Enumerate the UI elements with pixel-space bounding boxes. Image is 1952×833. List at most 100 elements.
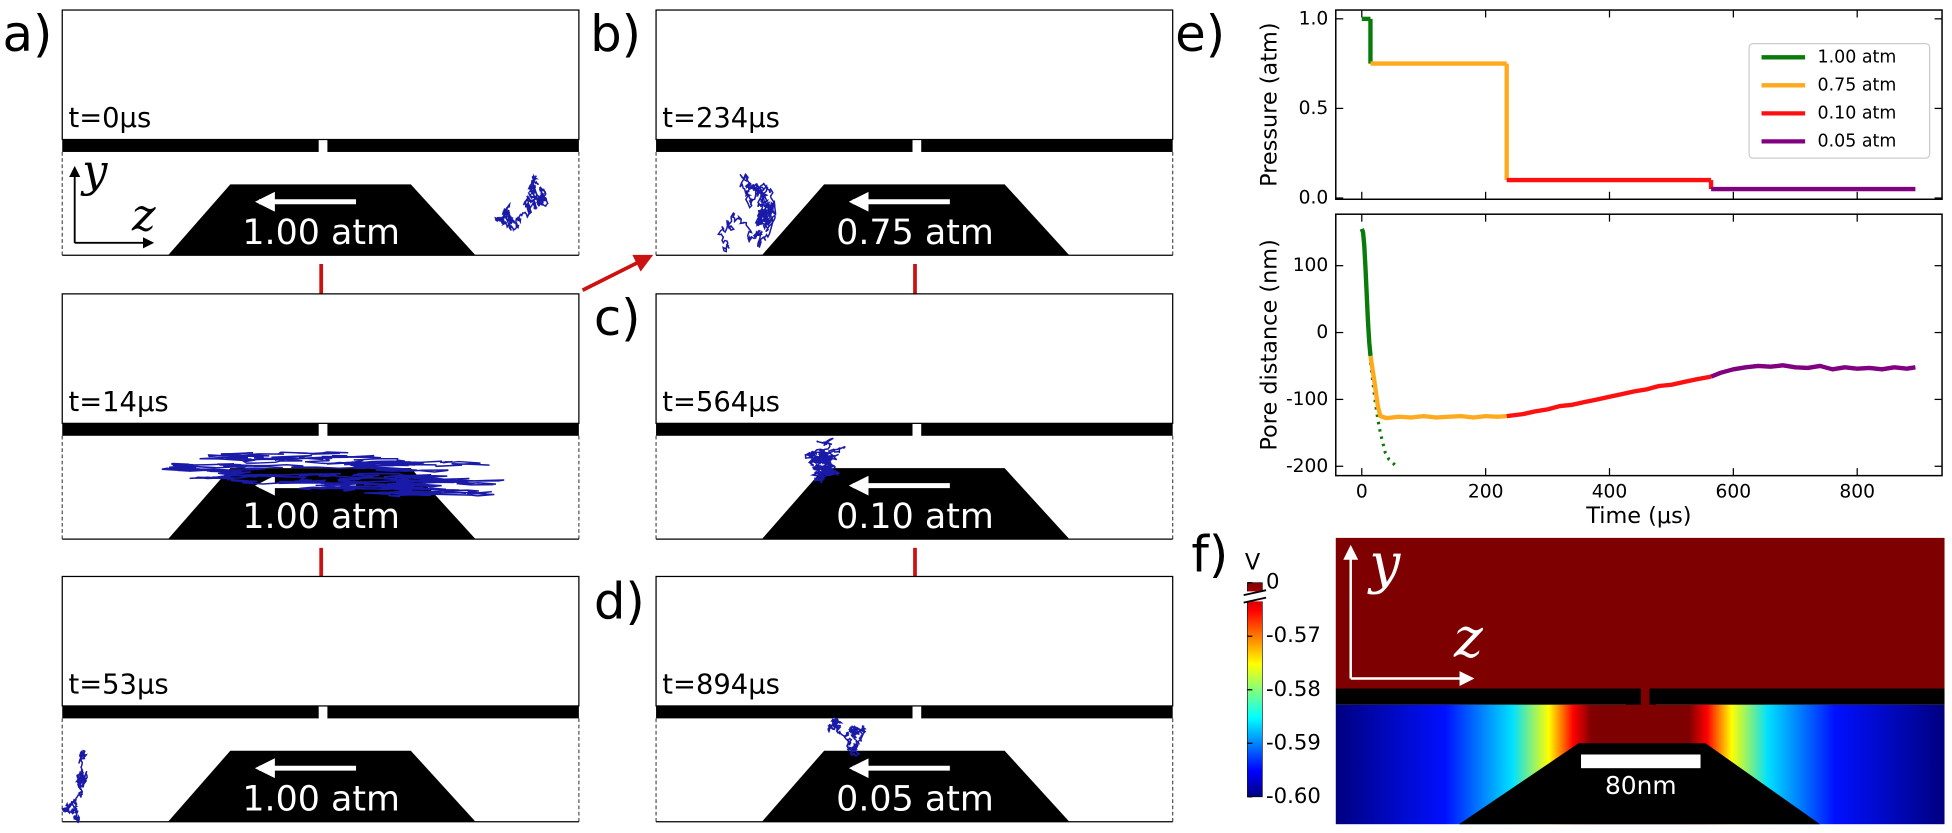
x-tick-label: 600 <box>1716 481 1752 502</box>
chamber <box>61 293 580 424</box>
colorbar-label: V <box>1245 549 1261 575</box>
x-tick-label: 400 <box>1592 481 1628 502</box>
membrane <box>921 139 1173 152</box>
pressure-label: 0.10 atm <box>836 497 994 537</box>
polymer <box>826 716 867 757</box>
time-label: t=14μs <box>68 387 168 418</box>
legend-label: 0.05 atm <box>1818 131 1897 151</box>
time-label: t=564μs <box>662 387 780 418</box>
panel-label: f) <box>1191 525 1228 583</box>
axis-symbol-label: y <box>1366 531 1401 595</box>
colorbar-tick-label: -0.59 <box>1266 729 1321 754</box>
polymer <box>161 451 505 498</box>
scale-bar <box>1581 754 1701 769</box>
colorbar-tick-label: -0.57 <box>1266 622 1321 647</box>
pressure-label: 1.00 atm <box>242 780 400 820</box>
y-axis-label: Pore distance (nm) <box>1256 239 1282 450</box>
legend: 1.00 atm 0.75 atm 0.10 atm 0.05 atm <box>1748 43 1931 159</box>
panel-label: b) <box>590 5 641 63</box>
axis-symbol-label: z <box>131 189 156 242</box>
legend-label: 1.00 atm <box>1818 47 1897 67</box>
electrode <box>761 184 1070 256</box>
time-label: t=0μs <box>68 103 151 134</box>
snapshot-panel: t=53μs 1.00 atm <box>61 575 580 823</box>
y-axis-label: Pressure (atm) <box>1256 22 1282 187</box>
time-label: t=53μs <box>68 670 168 701</box>
chamber <box>655 293 1174 424</box>
electrode <box>1459 743 1821 825</box>
time-label: t=234μs <box>662 103 780 134</box>
panel-label: e) <box>1175 5 1225 63</box>
data-line <box>1359 228 1373 357</box>
time-label: t=894μs <box>662 670 780 701</box>
membrane <box>656 705 913 719</box>
colorbar-tick-label: 0 <box>1266 569 1279 594</box>
x-tick-label: 800 <box>1839 481 1875 502</box>
x-axis-label: Time (μs) <box>1585 503 1691 529</box>
electrode <box>168 184 476 256</box>
axis-symbol-label: z <box>1453 605 1484 669</box>
snapshot-panel: t=564μs 0.10 atm <box>655 293 1174 540</box>
colorbar-tick-label: -0.58 <box>1266 676 1321 701</box>
snapshot-panel: t=14μs 1.00 atm <box>61 293 580 540</box>
axis-symbol-label: y <box>80 144 108 197</box>
legend-label: 0.10 atm <box>1818 103 1897 123</box>
membrane <box>62 705 319 719</box>
membrane <box>921 423 1173 436</box>
axis-symbol <box>69 165 155 249</box>
polymer <box>717 172 777 253</box>
y-tick-label: 0 <box>1316 322 1328 343</box>
field-region <box>1335 537 1945 689</box>
membrane <box>1649 688 1945 705</box>
legend-label: 0.75 atm <box>1818 75 1897 95</box>
colorbar-tick-label: -0.60 <box>1266 783 1321 808</box>
pressure-label: 1.00 atm <box>242 497 400 537</box>
plot-frame <box>1335 213 1943 477</box>
colorbar: V -0.60 -0.59 -0.58 -0.57 0 <box>1243 549 1321 808</box>
y-tick-label: 100 <box>1293 255 1329 276</box>
x-tick-label: 200 <box>1468 481 1504 502</box>
polymer <box>494 173 549 233</box>
chart: 0.0 0.5 1.0 Pressure (atm) 1.00 atm 0.75 atm 0… <box>1256 8 1943 209</box>
snapshot-panel: t=234μs 0.75 atm <box>655 9 1174 256</box>
snapshot-panel: t=0μs 1.00 atm <box>61 9 580 256</box>
data-line <box>1368 355 1507 421</box>
electrode <box>168 750 476 822</box>
y-tick-label: -200 <box>1286 456 1328 477</box>
membrane <box>327 705 579 719</box>
y-tick-label: -100 <box>1286 389 1328 410</box>
y-tick-label: 0.0 <box>1299 188 1329 209</box>
x-tick-label: 0 <box>1356 481 1368 502</box>
membrane <box>921 705 1173 719</box>
y-tick-label: 0.5 <box>1299 98 1329 119</box>
scale-bar-label: 80nm <box>1605 771 1677 800</box>
electrode <box>761 468 1070 540</box>
data-line <box>1506 374 1712 419</box>
snapshot-panel: t=894μs 0.05 atm <box>655 575 1174 823</box>
flow-arrow <box>581 254 654 292</box>
chamber <box>655 9 1174 141</box>
membrane <box>656 423 913 436</box>
chart: -200 -100 0 100 0 200 400 600 800 Time (μs) Pore d… <box>1256 213 1943 529</box>
membrane <box>62 139 319 152</box>
plot-frame <box>1335 9 1943 201</box>
legend-frame <box>1748 43 1931 159</box>
colorbar-break <box>1243 596 1267 604</box>
chamber <box>655 575 1174 707</box>
polymer <box>61 749 88 824</box>
panel-label: c) <box>594 289 641 347</box>
pressure-label: 1.00 atm <box>242 213 400 253</box>
field-map: 80nm y z <box>1335 531 1945 825</box>
polymer <box>804 437 846 484</box>
panel-label: d) <box>594 573 645 631</box>
data-line <box>1710 363 1916 379</box>
membrane <box>327 423 579 436</box>
membrane <box>327 139 579 152</box>
membrane <box>62 423 319 436</box>
colorbar-break <box>1243 591 1267 602</box>
chamber <box>61 9 580 141</box>
electrode <box>761 750 1070 822</box>
chamber <box>61 575 580 707</box>
